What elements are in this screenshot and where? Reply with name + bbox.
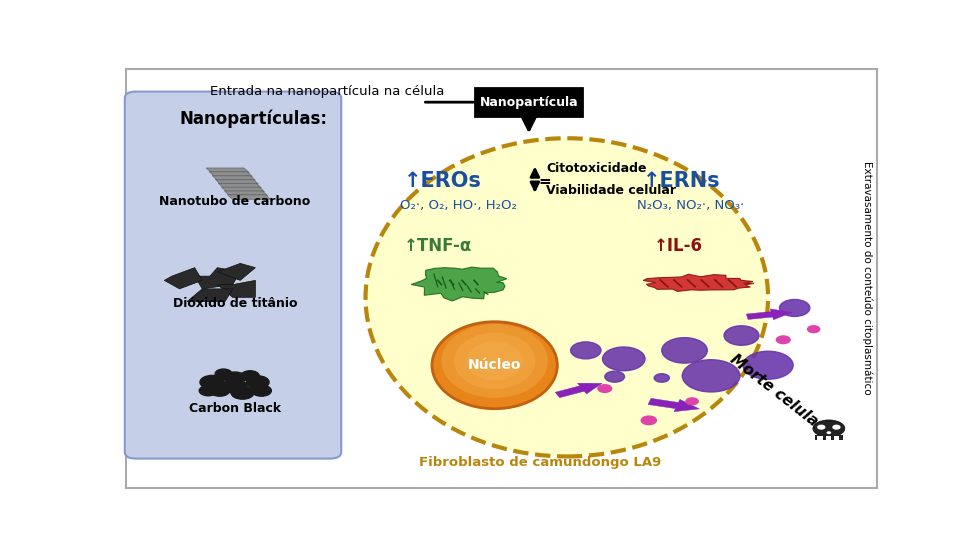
Text: ↑ERNs: ↑ERNs [643,171,720,191]
Circle shape [724,326,759,345]
Ellipse shape [817,425,825,430]
Ellipse shape [832,425,841,430]
Ellipse shape [812,420,845,437]
FancyBboxPatch shape [834,436,840,440]
Circle shape [808,326,819,333]
Circle shape [231,386,254,399]
Text: Entrada na nanopartícula na célula: Entrada na nanopartícula na célula [211,85,445,98]
Ellipse shape [466,342,523,381]
Circle shape [654,374,669,382]
Polygon shape [209,172,253,176]
Circle shape [776,336,790,344]
Ellipse shape [366,138,768,456]
Polygon shape [195,268,240,289]
Ellipse shape [432,322,558,409]
Text: ↑TNF-α: ↑TNF-α [404,237,471,256]
Text: Fibroblasto de camundongo LA9: Fibroblasto de camundongo LA9 [419,456,662,469]
Ellipse shape [454,333,535,389]
Circle shape [570,342,601,359]
Text: Nanopartículas:: Nanopartículas: [179,110,327,128]
Polygon shape [227,195,270,199]
FancyBboxPatch shape [126,69,877,488]
Text: Morte celular: Morte celular [727,352,827,434]
Polygon shape [216,180,259,184]
Circle shape [779,300,809,316]
Circle shape [662,338,708,363]
Circle shape [216,369,232,379]
Text: ↑IL-6: ↑IL-6 [655,237,704,256]
FancyBboxPatch shape [826,436,831,440]
Polygon shape [219,183,262,188]
Ellipse shape [826,431,831,434]
Circle shape [682,360,740,392]
Circle shape [241,371,259,381]
Circle shape [686,398,698,404]
Polygon shape [212,176,256,180]
Polygon shape [555,383,602,398]
FancyBboxPatch shape [815,435,843,440]
Text: Viabilidade celular: Viabilidade celular [546,185,676,197]
Text: N₂O₃, NO₂⋅, NO₃⋅: N₂O₃, NO₂⋅, NO₃⋅ [637,199,745,212]
Polygon shape [643,274,754,291]
Circle shape [224,372,246,384]
Text: Nanotubo de carbono: Nanotubo de carbono [160,196,311,208]
Text: Citotoxicidade: Citotoxicidade [546,163,647,175]
Polygon shape [206,168,249,172]
Polygon shape [412,267,507,301]
Polygon shape [165,268,202,289]
FancyBboxPatch shape [124,91,341,458]
FancyBboxPatch shape [817,436,823,440]
Text: Núcleo: Núcleo [467,358,521,372]
Text: Nanopartícula: Nanopartícula [479,96,578,109]
Circle shape [641,416,657,425]
Circle shape [246,376,270,388]
Polygon shape [648,398,700,412]
Circle shape [210,385,229,396]
FancyBboxPatch shape [475,88,582,116]
Circle shape [199,386,218,396]
Polygon shape [224,191,268,196]
Polygon shape [218,263,256,280]
Text: O₂⋅, O₂, HO⋅, H₂O₂: O₂⋅, O₂, HO⋅, H₂O₂ [400,199,516,212]
Polygon shape [221,187,265,192]
Circle shape [222,380,247,393]
Text: =: = [539,175,552,190]
Text: ↑EROs: ↑EROs [404,171,481,191]
Circle shape [252,385,271,396]
Text: Extravasamento do conteúdo citoplasmático: Extravasamento do conteúdo citoplasmátic… [861,161,872,395]
Circle shape [598,385,612,392]
Circle shape [603,347,645,371]
Polygon shape [747,309,792,320]
Circle shape [743,351,793,379]
Polygon shape [187,289,232,301]
Text: Dióxido de titânio: Dióxido de titânio [172,297,297,310]
Circle shape [200,375,224,389]
Ellipse shape [441,324,548,398]
Text: Carbon Black: Carbon Black [189,402,281,415]
Polygon shape [218,280,256,298]
Circle shape [605,371,624,382]
